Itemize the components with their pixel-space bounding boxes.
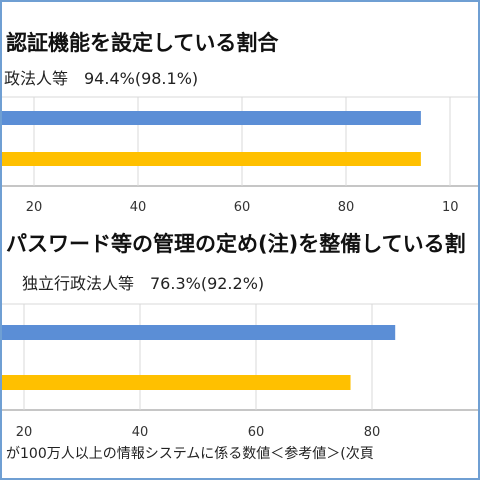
bar	[0, 325, 396, 340]
x-tick-label: 20	[16, 425, 33, 440]
x-tick-label: 10	[442, 200, 459, 215]
x-tick-label: 60	[234, 200, 251, 215]
footnote: が100万人以上の情報システムに係る数値＜参考値＞(次頁	[6, 445, 374, 462]
x-gridlines	[33, 97, 451, 186]
x-tick-label: 20	[26, 200, 43, 215]
x-tick-label: 40	[130, 200, 147, 215]
chart-authentication: 認証機能を設定している割合 政法人等 94.4%(98.1%) 20 40 60 80…	[0, 31, 480, 215]
bar-group	[0, 111, 421, 166]
x-tick-label: 40	[132, 425, 149, 440]
x-tick-label: 80	[364, 425, 381, 440]
chart-password-policy: パスワード等の管理の定め(注)を整備している割 独立行政法人等 76.3%(92…	[0, 232, 480, 440]
x-tick-labels: 20 40 60 80 10	[26, 200, 459, 215]
bar	[0, 111, 421, 125]
x-gridlines	[23, 304, 373, 410]
chart-title: パスワード等の管理の定め(注)を整備している割	[6, 232, 466, 256]
bar	[0, 152, 421, 166]
chart-subtitle: 独立行政法人等 76.3%(92.2%)	[22, 274, 264, 293]
x-tick-label: 60	[248, 425, 265, 440]
x-tick-label: 80	[338, 200, 355, 215]
bar	[0, 375, 351, 390]
bar-group	[0, 325, 396, 390]
chart-title: 認証機能を設定している割合	[6, 31, 279, 55]
chart-subtitle: 政法人等 94.4%(98.1%)	[4, 69, 198, 88]
